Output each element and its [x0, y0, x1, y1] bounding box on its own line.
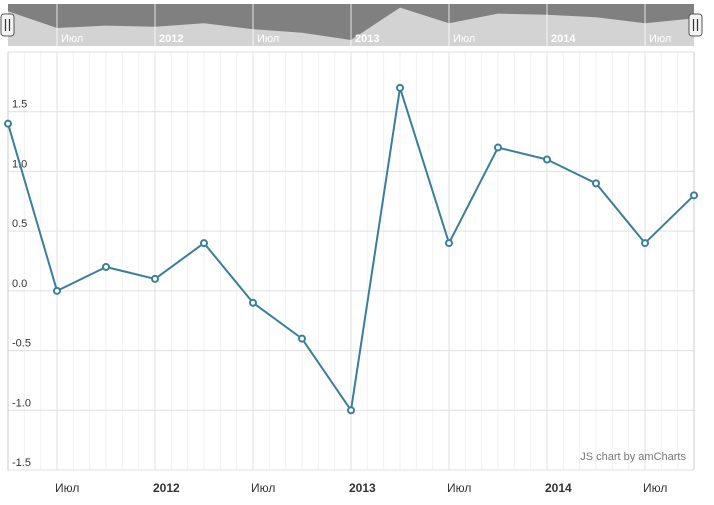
scrollbar-tick-label: Июл [61, 33, 83, 45]
data-point[interactable] [592, 179, 600, 188]
major-grid [7, 51, 695, 471]
y-tick-label: 0.0 [12, 278, 27, 290]
x-axis: Июл 2012 Июл 2013 Июл 2014 Июл [55, 481, 667, 495]
scrollbar-right-handle[interactable] [688, 13, 703, 37]
y-tick-label: -0.5 [12, 338, 31, 350]
scrollbar-tick-label: 2013 [355, 33, 379, 45]
y-tick-label: -1.0 [12, 397, 31, 409]
scrollbar-tick-label: 2014 [551, 33, 576, 45]
data-point[interactable] [151, 274, 159, 283]
data-point[interactable] [641, 239, 649, 248]
x-tick-label: Июл [643, 481, 667, 495]
data-point[interactable] [543, 155, 551, 164]
y-tick-label: -1.5 [12, 457, 31, 469]
y-tick-label: 0.5 [12, 218, 27, 230]
x-tick-label: 2014 [545, 481, 572, 495]
data-point[interactable] [102, 262, 110, 271]
data-point[interactable] [53, 286, 61, 295]
scrollbar-tick-label: Июл [453, 33, 475, 45]
data-point[interactable] [298, 334, 306, 343]
data-point[interactable] [200, 239, 208, 248]
data-point[interactable] [445, 239, 453, 248]
data-point[interactable] [249, 298, 257, 307]
handle-right-body[interactable] [688, 13, 703, 37]
scrollbar-tick-label: 2012 [159, 33, 183, 45]
minor-grid [7, 52, 695, 470]
scrollbar-left-handle[interactable] [0, 13, 15, 37]
x-tick-label: Июл [251, 481, 275, 495]
scrollbar-tick-label: Июл [257, 33, 279, 45]
data-point[interactable] [690, 191, 698, 200]
chart-credit[interactable]: JS chart by amCharts [580, 451, 686, 463]
data-point[interactable] [347, 406, 355, 415]
x-tick-label: 2013 [349, 481, 376, 495]
scrollbar-tick-label: Июл [649, 33, 671, 45]
data-point[interactable] [494, 143, 502, 152]
x-tick-label: 2012 [153, 481, 180, 495]
chart-scrollbar[interactable]: Июл 2012 Июл 2013 Июл 2014 Июл [0, 4, 703, 46]
x-tick-label: Июл [447, 481, 471, 495]
x-tick-label: Июл [55, 481, 79, 495]
y-axis: -1.5-1.0-0.50.00.51.01.5 [12, 99, 31, 469]
plot-area [4, 83, 698, 415]
y-tick-label: 1.5 [12, 99, 27, 111]
data-point[interactable] [396, 83, 404, 92]
scrollbar-ticks: Июл 2012 Июл 2013 Июл 2014 Июл [56, 4, 671, 46]
data-point[interactable] [4, 119, 12, 128]
handle-left-body[interactable] [0, 13, 15, 37]
